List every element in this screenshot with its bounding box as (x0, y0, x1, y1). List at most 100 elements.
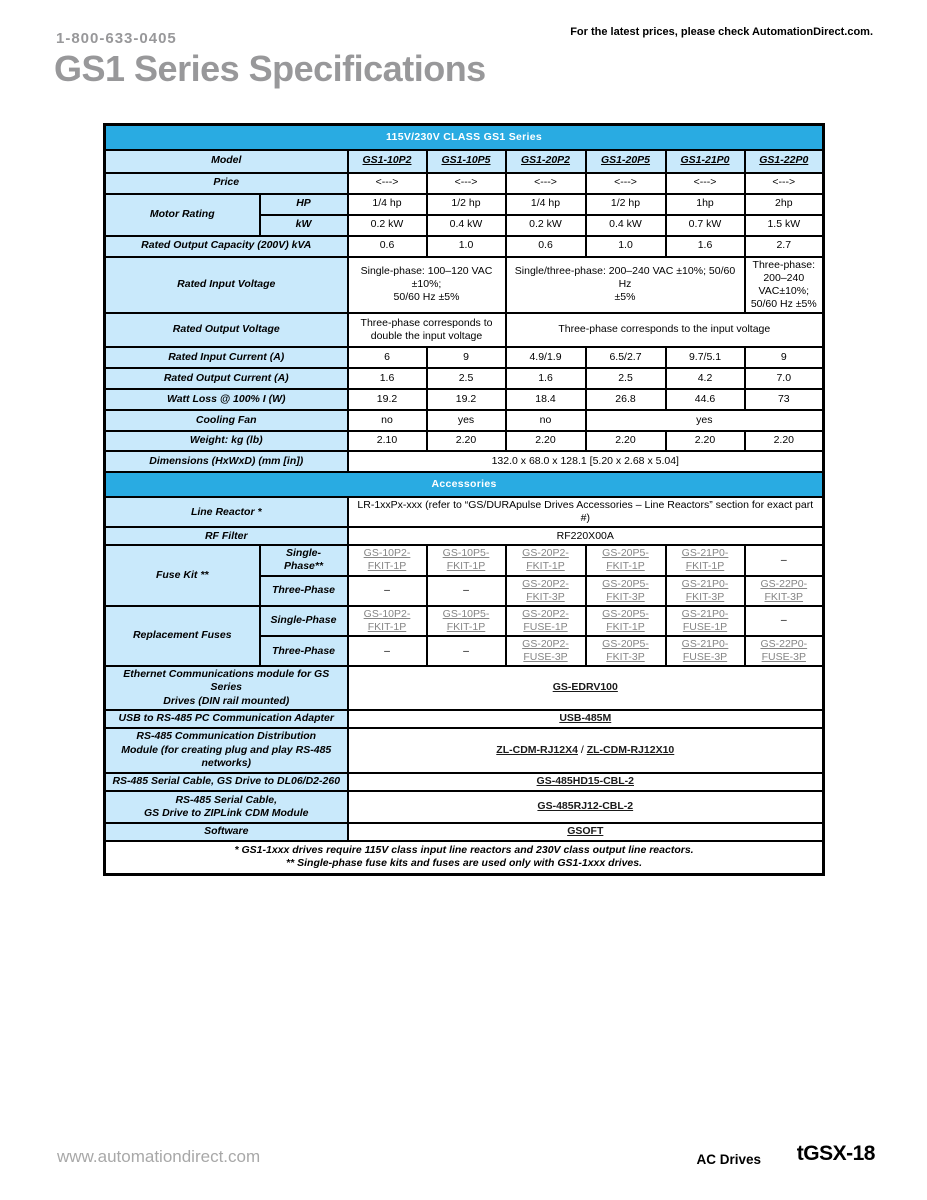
model-link[interactable]: GS1-10P2 (346, 148, 428, 174)
spec-value: – (346, 574, 428, 607)
spec-value: 1.6 (346, 367, 428, 390)
spec-value: 0.4 kW (425, 213, 507, 237)
phone-number: 1-800-633-0405 (56, 30, 177, 47)
spec-value: – (425, 574, 507, 607)
spec-value: 2hp (743, 192, 825, 216)
row-label: Rated Input Voltage (103, 255, 349, 314)
table-row: Accessories (103, 471, 825, 498)
spec-value: 73 (743, 388, 825, 411)
table-row: Software GSOFT (103, 821, 825, 842)
part-link[interactable]: GS-20P2-FKIT-1P (504, 544, 587, 577)
part-link[interactable]: GS-485HD15-CBL-2 (346, 771, 825, 792)
model-link[interactable]: GS1-22P0 (743, 148, 825, 174)
part-link[interactable]: GS-20P5-FKIT-3P (584, 634, 667, 668)
row-label: Rated Output Current (A) (103, 367, 349, 390)
sub-label: kW (258, 213, 349, 237)
section-header: 115V/230V CLASS GS1 Series (103, 123, 825, 151)
part-link[interactable]: GS-20P2-FKIT-3P (504, 574, 587, 607)
spec-value: 1hp (664, 192, 746, 216)
model-link[interactable]: GS1-20P5 (584, 148, 667, 174)
spec-value: 2.10 (346, 430, 428, 452)
spec-value: yes (584, 409, 825, 432)
spec-value: 2.20 (664, 430, 746, 452)
model-link[interactable]: GS1-20P2 (504, 148, 587, 174)
spec-value: <---> (504, 171, 587, 195)
spec-value: 1/2 hp (584, 192, 667, 216)
part-link[interactable]: GS-20P5-FKIT-1P (584, 604, 667, 638)
page-title: GS1 Series Specifications (54, 48, 486, 89)
part-link[interactable]: GS-20P2-FUSE-3P (504, 634, 587, 668)
sub-label: Single-Phase (258, 604, 349, 638)
part-link[interactable]: GS-10P5-FKIT-1P (425, 604, 507, 638)
spec-value: 9 (743, 346, 825, 369)
part-link[interactable]: GS-20P5-FKIT-1P (584, 544, 667, 577)
part-link[interactable]: ZL-CDM-RJ12X10 (586, 743, 675, 756)
spec-value: 1/4 hp (504, 192, 587, 216)
part-link[interactable]: GS-485RJ12-CBL-2 (346, 789, 825, 824)
spec-value: Single/three-phase: 200–240 VAC ±10%; 50… (504, 255, 746, 314)
row-label: RS-485 Serial Cable, GS Drive to DL06/D2… (103, 771, 349, 792)
spec-value: 9.7/5.1 (664, 346, 746, 369)
part-link[interactable]: GS-10P5-FKIT-1P (425, 544, 507, 577)
part-link[interactable]: GS-10P2-FKIT-1P (346, 544, 428, 577)
table-row: Rated Input Voltage Single-phase: 100–120… (103, 255, 825, 314)
part-link[interactable]: GS-22P0-FUSE-3P (743, 634, 825, 668)
row-label: Rated Input Current (A) (103, 346, 349, 369)
row-label: Dimensions (HxWxD) (mm [in]) (103, 450, 349, 473)
part-link[interactable]: GS-20P2-FUSE-1P (504, 604, 587, 638)
spec-value: 1.6 (504, 367, 587, 390)
row-label: RS-485 Communication Distribution Module… (103, 726, 349, 774)
part-link[interactable]: GS-22P0-FKIT-3P (743, 574, 825, 607)
spec-value: LR-1xxPx-xxx (refer to “GS/DURApulse Dri… (346, 495, 825, 529)
part-link[interactable]: ZL-CDM-RJ12X4 (496, 743, 578, 756)
part-link[interactable]: USB-485M (346, 708, 825, 729)
row-label: Software (103, 821, 349, 842)
spec-value: 1.0 (425, 234, 507, 258)
spec-value: 1.5 kW (743, 213, 825, 237)
spec-value: 1/2 hp (425, 192, 507, 216)
table-row: 115V/230V CLASS GS1 Series (103, 123, 825, 151)
part-link[interactable]: GS-21P0-FUSE-3P (664, 634, 746, 668)
sub-label: Three-Phase (258, 634, 349, 668)
table-row: Ethernet Communications module for GS Se… (103, 665, 825, 711)
spec-value: 19.2 (425, 388, 507, 411)
row-label: Rated Output Voltage (103, 312, 349, 348)
row-label: Price (103, 171, 349, 195)
part-link[interactable]: GSOFT (346, 821, 825, 842)
row-label: Fuse Kit ** (103, 544, 261, 607)
part-link[interactable]: GS-EDRV100 (346, 665, 825, 711)
part-link[interactable]: GS-21P0-FKIT-3P (664, 574, 746, 607)
spec-value: 2.5 (425, 367, 507, 390)
table-row: Three-Phase – – GS-20P2-FUSE-3P GS-20P5-FKIT… (105, 634, 825, 668)
model-link[interactable]: GS1-10P5 (425, 148, 507, 174)
table-row: USB to RS-485 PC Communication Adapter US… (103, 708, 825, 729)
spec-value: 2.20 (743, 430, 825, 452)
spec-value: 2.7 (743, 234, 825, 258)
spec-value: 6 (346, 346, 428, 369)
spec-value: 0.2 kW (346, 213, 428, 237)
part-link[interactable]: GS-21P0-FKIT-1P (664, 544, 746, 577)
spec-value: Three-phase corresponds to double the in… (346, 312, 507, 348)
footer-section-label: AC Drives (696, 1152, 761, 1167)
model-link[interactable]: GS1-21P0 (664, 148, 746, 174)
spec-value: – (743, 544, 825, 577)
spec-value: <---> (346, 171, 428, 195)
spec-value: 19.2 (346, 388, 428, 411)
part-link[interactable]: GS-21P0-FUSE-1P (664, 604, 746, 638)
row-label: RF Filter (103, 526, 349, 547)
spec-value: 4.9/1.9 (504, 346, 587, 369)
spec-value: 1/4 hp (346, 192, 428, 216)
spec-value: – (346, 634, 428, 668)
spec-value: 4.2 (664, 367, 746, 390)
part-link[interactable]: GS-10P2-FKIT-1P (346, 604, 428, 638)
footer-url[interactable]: www.automationdirect.com (57, 1147, 261, 1166)
spec-value: Three-phase: 200–240 VAC±10%; 50/60 Hz ±… (743, 255, 825, 314)
footer-page-number: tGSX-18 (796, 1142, 876, 1165)
spec-value: – (743, 604, 825, 638)
row-label: Replacement Fuses (103, 604, 261, 668)
spec-value: ZL-CDM-RJ12X4 / ZL-CDM-RJ12X10 (346, 726, 825, 774)
spec-value: 0.4 kW (584, 213, 667, 237)
spec-table-body: 115V/230V CLASS GS1 Series Model GS1-10P2 G… (103, 123, 825, 876)
part-link[interactable]: GS-20P5-FKIT-3P (584, 574, 667, 607)
table-row: Dimensions (HxWxD) (mm [in]) 132.0 x 68.0… (103, 450, 825, 473)
